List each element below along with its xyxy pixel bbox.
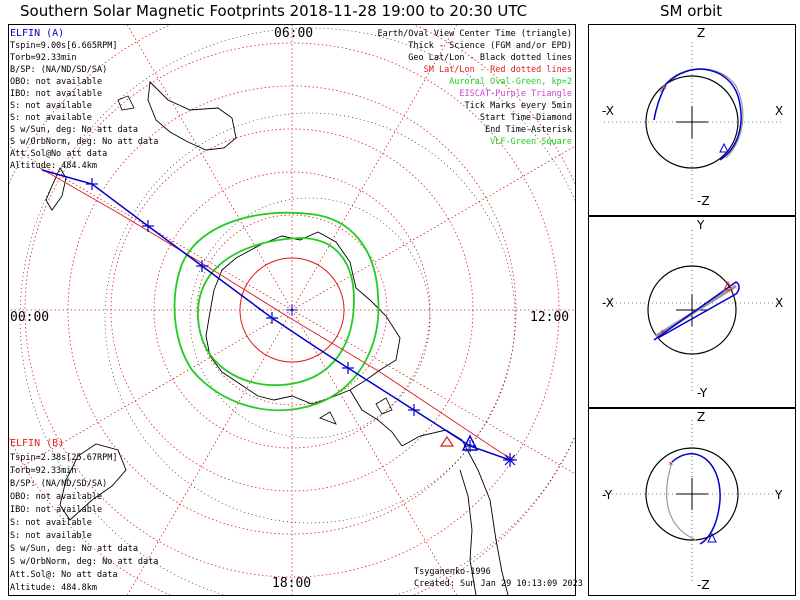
orbit-panel-yz: [588, 408, 796, 596]
orbit-xz-bottom: -Z: [697, 194, 710, 208]
antarctic-peninsula: [349, 389, 403, 447]
legend-item: Geo Lat/Lon - Black dotted lines: [408, 53, 572, 63]
orbit-xy-left: -X: [602, 296, 614, 310]
elfin-b-line: Torb=92.33min: [10, 466, 77, 476]
legend-item: Auroral Oval-Green, kp=2: [449, 77, 572, 87]
map-time-left: 00:00: [10, 310, 50, 325]
page-title: Southern Solar Magnetic Footprints 2018-…: [20, 2, 528, 20]
elfin-a-line: Tspin=9.00s[6.665RPM]: [10, 41, 118, 51]
elfin-a-line: S: not available: [10, 101, 92, 111]
elfin-a-end-asterisk: [503, 453, 517, 467]
orbit-xy-plot: *: [604, 230, 784, 392]
australia-coastline: [147, 81, 237, 151]
orbit-yz-top: Z: [697, 410, 706, 424]
elfin-b-line: S w/Sun, deg: No att data: [10, 544, 138, 554]
svg-text:*: *: [662, 85, 667, 95]
elfin-b-line: B/SP: (NA/ND/SD/SA): [10, 479, 108, 489]
orbit-xy-top: Y: [697, 218, 705, 232]
elfin-a-line: OBO: not available: [10, 77, 103, 87]
south-america-coastline: [401, 429, 509, 595]
elfin-a-line: S w/Sun, deg: No att data: [10, 125, 138, 135]
elfin-a-line: S: not available: [10, 113, 92, 123]
auroral-oval-outer: [173, 211, 380, 412]
elfin-b-view-center-triangle: [439, 435, 455, 447]
orbit-panel-xz: [588, 24, 796, 216]
orbit-xz-top: Z: [697, 26, 706, 40]
sm-lon-spokes: [9, 25, 575, 595]
africa-coastline: [59, 443, 127, 521]
orbit-yz-bottom: -Z: [697, 578, 710, 592]
legend-item: Tick Marks every 5min: [464, 101, 572, 111]
elfin-b-line: S: not available: [10, 518, 92, 528]
created-timestamp: Created: Sun Jan 29 10:13:09 2023: [414, 579, 583, 589]
legend-item: End Time-Asterisk: [485, 125, 572, 135]
elfin-b-line: IBO: not available: [10, 505, 103, 515]
elfin-b-line: S: not available: [10, 531, 92, 541]
orbit-title: SM orbit: [660, 2, 723, 20]
elfin-b-footprint-trace: [39, 167, 515, 461]
antarctica-coastline: [205, 231, 401, 405]
legend-item: Earth/Oval View Center Time (triangle): [377, 29, 572, 39]
sm-pole-circle: [239, 257, 345, 363]
legend-item: Thick - Science (FGM and/or EPD): [408, 41, 572, 51]
orbit-xy-bottom: -Y: [697, 386, 708, 400]
elfin-a-view-center-triangle: [461, 434, 479, 451]
orbit-panel-xy: [588, 216, 796, 408]
elfin-a-line: Att.Sol@No att data: [10, 149, 108, 159]
model-credit: Tsyganenko-1996: [414, 567, 491, 577]
elfin-b-name: ELFIN (B): [10, 438, 65, 449]
orbit-yz-plot: *: [604, 420, 784, 584]
elfin-b-line: Tspin=2.38s[25.67RPM]: [10, 453, 118, 463]
footprint-map-frame: [8, 24, 576, 596]
map-time-bottom: 18:00: [272, 576, 312, 591]
map-time-right: 12:00: [530, 310, 570, 325]
map-time-top: 06:00: [274, 26, 314, 41]
orbit-xz-plot: *: [604, 42, 784, 200]
svg-text:*: *: [668, 461, 673, 471]
legend-item: Start Time-Diamond: [479, 113, 572, 123]
auroral-oval-inner: [197, 237, 355, 387]
elfin-a-line: S w/OrbNorm, deg: No att data: [10, 137, 159, 147]
elfin-a-line: Torb=92.33min: [10, 53, 77, 63]
elfin-a-name: ELFIN (A): [10, 28, 65, 39]
orbit-yz-left: -Y: [602, 488, 613, 502]
geo-lat-circles: [19, 27, 575, 595]
svg-text:*: *: [660, 329, 665, 339]
legend-item: VLF-Green Square: [490, 137, 572, 147]
new-zealand-coastline: [45, 167, 67, 211]
elfin-b-line: OBO: not available: [10, 492, 103, 502]
orbit-xz-right: X: [775, 104, 784, 118]
orbit-xz-left: -X: [602, 104, 614, 118]
legend-item: SM Lat/Lon - Red dotted lines: [423, 65, 572, 75]
legend-item: EISCAT-Purple Triangle: [459, 89, 572, 99]
elfin-a-line: Altitude: 484.4km: [10, 161, 97, 171]
elfin-a-line: IBO: not available: [10, 89, 103, 99]
elfin-b-line: Att.Sol@: No att data: [10, 570, 118, 580]
elfin-a-line: B/SP: (NA/ND/SD/SA): [10, 65, 108, 75]
elfin-b-line: S w/OrbNorm, deg: No att data: [10, 557, 159, 567]
orbit-yz-right: Y: [775, 488, 783, 502]
elfin-a-footprint-trace: [41, 169, 511, 461]
orbit-xy-right: X: [775, 296, 784, 310]
legend: Earth/Oval View Center Time (triangle) T…: [378, 28, 572, 148]
elfin-b-line: Altitude: 484.8km: [10, 583, 97, 593]
